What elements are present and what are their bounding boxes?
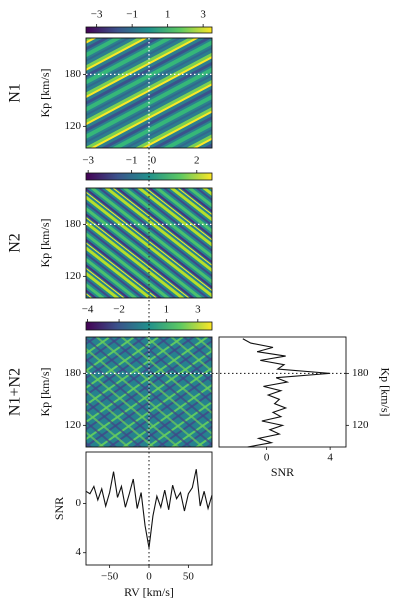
y-axis-label: Kp [km/s] xyxy=(38,69,52,118)
colorbar xyxy=(85,26,213,34)
colorbar-tick-label: 1 xyxy=(165,9,171,21)
y-axis-label: Kp [km/s] xyxy=(38,219,52,268)
snr-line xyxy=(242,338,331,448)
row-label: N1+N2 xyxy=(7,368,24,416)
colorbar-tick-label: −3 xyxy=(91,9,103,21)
y-tick-label: 180 xyxy=(65,68,82,80)
row-label: N2 xyxy=(7,233,24,253)
y-tick-label: 120 xyxy=(65,270,82,282)
snr-line xyxy=(85,469,213,548)
y-axis-label: Kp [km/s] xyxy=(378,368,392,417)
y-axis-label: SNR xyxy=(52,497,66,520)
colorbar-tick-label: 3 xyxy=(200,9,206,21)
colorbar-tick-label: −1 xyxy=(126,155,138,167)
x-tick-label: −50 xyxy=(101,571,119,583)
frame xyxy=(218,336,347,448)
y-tick-label: 120 xyxy=(65,120,82,132)
colorbar-tick-label: −1 xyxy=(126,9,138,21)
y-tick-label: 4 xyxy=(76,546,82,558)
colorbar-tick-label: 3 xyxy=(195,304,201,316)
y-tick-label: 0 xyxy=(76,497,82,509)
x-tick-label: 0 xyxy=(264,452,270,464)
row-label: N1 xyxy=(7,83,24,103)
y-tick-label: 180 xyxy=(352,367,369,379)
x-axis-label: SNR xyxy=(271,465,294,479)
colorbar-tick-label: −3 xyxy=(82,155,94,167)
x-tick-label: 50 xyxy=(183,571,195,583)
y-tick-label: 120 xyxy=(65,419,82,431)
y-tick-label: 180 xyxy=(65,218,82,230)
y-axis-label: Kp [km/s] xyxy=(38,368,52,417)
x-tick-label: 4 xyxy=(327,452,333,464)
heatmap xyxy=(86,188,212,298)
y-tick-label: 120 xyxy=(352,419,369,431)
colorbar-tick-label: 0 xyxy=(151,155,157,167)
colorbar-tick-label: −4 xyxy=(82,304,94,316)
colorbar-tick-label: 1 xyxy=(164,304,170,316)
heatmap xyxy=(86,38,212,148)
colorbar xyxy=(85,321,213,331)
colorbar-tick-label: −2 xyxy=(113,304,125,316)
y-tick-label: 180 xyxy=(65,367,82,379)
x-tick-label: 0 xyxy=(146,571,152,583)
colorbar-tick-label: 2 xyxy=(194,155,200,167)
x-axis-label: RV [km/s] xyxy=(124,585,174,599)
